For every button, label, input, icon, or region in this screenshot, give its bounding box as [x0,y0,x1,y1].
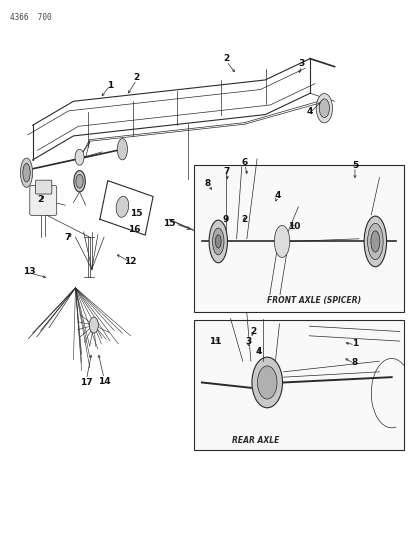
Text: 2: 2 [241,215,247,224]
Text: 4: 4 [256,348,262,356]
Ellipse shape [209,220,228,263]
Text: 2: 2 [250,327,256,336]
Ellipse shape [116,196,129,217]
Ellipse shape [215,235,221,248]
Text: 7: 7 [223,167,230,176]
Ellipse shape [118,139,127,160]
Text: FRONT AXLE (SPICER): FRONT AXLE (SPICER) [267,296,361,305]
Text: 9: 9 [222,215,229,224]
Text: 11: 11 [209,337,221,345]
Text: 15: 15 [131,209,143,217]
Text: 12: 12 [124,257,137,265]
Text: 4: 4 [274,191,281,200]
Text: 3: 3 [245,337,251,345]
Text: 2: 2 [223,54,230,63]
FancyBboxPatch shape [35,180,52,194]
Ellipse shape [274,225,290,257]
Ellipse shape [23,163,30,182]
Ellipse shape [319,99,330,117]
Ellipse shape [252,357,282,408]
Text: 16: 16 [129,225,141,233]
Ellipse shape [74,171,85,192]
Ellipse shape [257,366,277,399]
Text: 1: 1 [352,340,358,348]
Ellipse shape [364,216,386,266]
Text: 17: 17 [80,378,93,387]
Ellipse shape [371,231,380,252]
Bar [194,320,404,450]
Text: 2: 2 [38,196,44,204]
Bar [194,165,404,312]
Text: 2: 2 [133,73,140,82]
Ellipse shape [316,93,333,123]
Text: 8: 8 [205,180,211,188]
Text: 6: 6 [242,158,248,167]
Text: 13: 13 [23,268,35,276]
Text: 1: 1 [107,81,113,90]
Text: 14: 14 [98,377,110,385]
Text: 3: 3 [299,60,305,68]
Ellipse shape [75,149,84,165]
Ellipse shape [368,223,383,260]
Text: 4: 4 [307,108,313,116]
Text: 4366  700: 4366 700 [10,13,52,22]
Ellipse shape [20,158,33,187]
Text: 8: 8 [351,358,357,367]
Text: 15: 15 [163,220,175,228]
Text: 5: 5 [352,161,358,169]
FancyBboxPatch shape [30,185,57,215]
Ellipse shape [76,174,83,188]
Ellipse shape [213,228,224,255]
Text: 10: 10 [288,222,300,231]
Text: 7: 7 [64,233,71,241]
Ellipse shape [89,317,98,333]
Text: REAR AXLE: REAR AXLE [232,436,279,445]
